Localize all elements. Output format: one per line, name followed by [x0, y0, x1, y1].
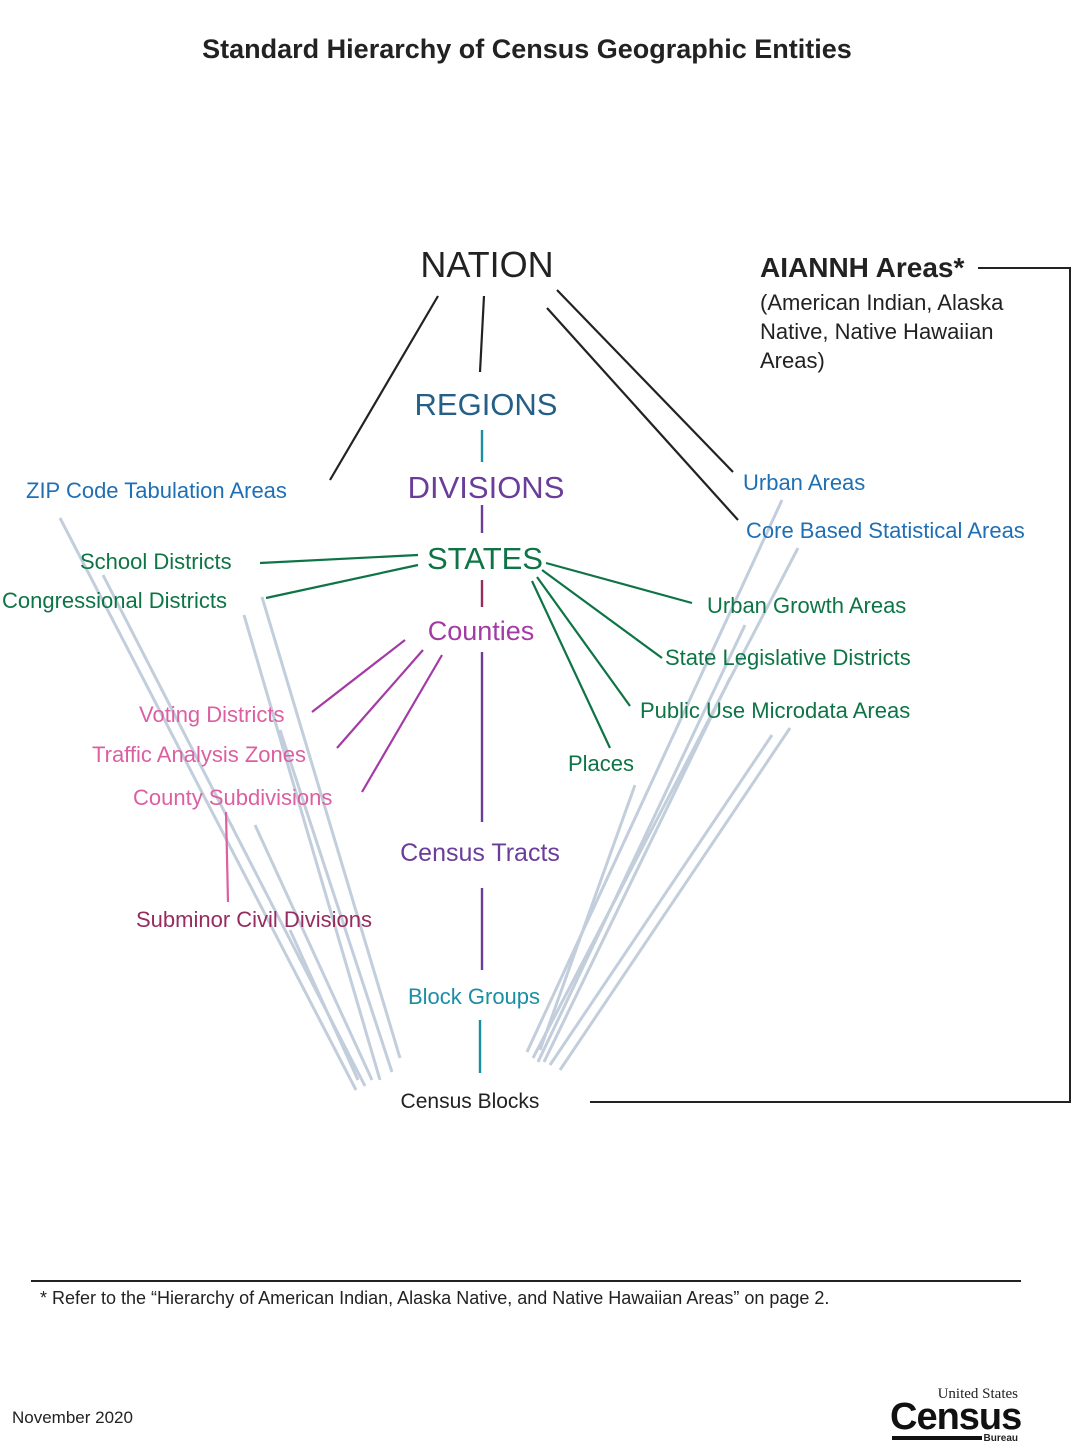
connector-traffic-blocks [253, 824, 374, 1081]
connector-counties-traffic [336, 649, 424, 749]
connector-aiannh-blocks [590, 267, 1071, 1103]
logo-sub-text: Bureau [983, 1433, 1018, 1444]
node-urban-areas: Urban Areas [743, 470, 865, 495]
node-regions: REGIONS [415, 387, 558, 422]
node-places: Places [568, 751, 634, 776]
connector-puma-blocks [548, 734, 774, 1066]
connector-congressional-blocks [242, 614, 382, 1081]
aiannh-desc-line-3: Areas) [760, 348, 825, 373]
node-voting-districts: Voting Districts [139, 702, 285, 727]
node-divisions: DIVISIONS [408, 470, 565, 505]
connector-nation-urban [556, 289, 734, 473]
census-blocks-connectors [58, 499, 800, 1091]
connector-states-school [259, 553, 419, 565]
node-puma: Public Use Microdata Areas [640, 698, 910, 723]
node-subminor-civil-divisions: Subminor Civil Divisions [136, 907, 372, 932]
connector-states-sld [541, 569, 663, 659]
connector-places-blocks [538, 784, 637, 1051]
connector-cbsa-blocks [531, 547, 800, 1059]
counties-connectors [311, 639, 443, 793]
logo-top-text: United States [937, 1386, 1018, 1402]
node-census-tracts: Census Tracts [400, 839, 560, 867]
connector-puma-blocks-2 [558, 727, 792, 1071]
footnote: * Refer to the “Hierarchy of American In… [40, 1288, 830, 1308]
diagram-title: Standard Hierarchy of Census Geographic … [202, 34, 852, 64]
census-bureau-logo: United States Census Bureau [888, 1386, 1023, 1446]
node-school-districts: School Districts [80, 549, 232, 574]
aiannh-title: AIANNH Areas* [760, 252, 964, 283]
node-counties: Counties [428, 616, 535, 646]
node-block-groups: Block Groups [408, 984, 540, 1009]
connector-states-puma [536, 576, 631, 707]
connector-subdivisions-subminor [224, 811, 230, 903]
node-urban-growth-areas: Urban Growth Areas [707, 593, 906, 618]
states-connectors [259, 553, 693, 749]
connector-nation-zcta [329, 295, 439, 481]
connector-states-places [531, 580, 611, 749]
aiannh-desc-line-1: (American Indian, Alaska [760, 290, 1004, 315]
connector-zcta-blocks [58, 517, 358, 1091]
node-states: STATES [427, 541, 543, 576]
node-traffic-analysis-zones: Traffic Analysis Zones [92, 742, 306, 767]
node-cbsa: Core Based Statistical Areas [746, 518, 1025, 543]
node-county-subdivisions: County Subdivisions [133, 785, 332, 810]
connector-urban-growth-blocks [536, 624, 747, 1063]
node-congressional-districts: Congressional Districts [2, 588, 227, 613]
connector-urban-blocks [525, 499, 784, 1053]
connector-congressional-blocks-2 [260, 596, 402, 1059]
logo-bar [892, 1436, 982, 1440]
node-nation: NATION [420, 244, 553, 285]
connector-counties-subdivisions [361, 654, 443, 793]
publication-date: November 2020 [12, 1408, 133, 1427]
footer-rule [31, 1280, 1021, 1282]
nation-connectors [329, 289, 739, 521]
connector-sld-blocks [542, 677, 732, 1063]
node-zcta: ZIP Code Tabulation Areas [26, 478, 287, 503]
connector-states-urban-growth [545, 561, 693, 605]
node-census-blocks: Census Blocks [401, 1090, 540, 1113]
connector-nation-regions [478, 295, 486, 373]
aiannh-desc-line-2: Native, Native Hawaiian [760, 319, 994, 344]
connector-voting-blocks [278, 729, 394, 1073]
connector-counties-voting [311, 639, 406, 713]
node-state-legislative-districts: State Legislative Districts [665, 645, 911, 670]
logo-main-text: Census [890, 1396, 1022, 1438]
connector-subminor-blocks [288, 929, 360, 1081]
connector-states-congressional [265, 563, 419, 600]
connector-nation-cbsa [546, 307, 739, 521]
